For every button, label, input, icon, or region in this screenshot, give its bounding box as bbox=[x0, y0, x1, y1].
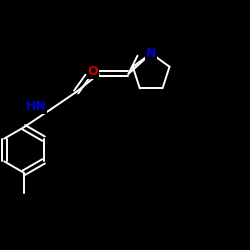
Text: N: N bbox=[146, 47, 156, 60]
Text: HN: HN bbox=[26, 100, 46, 113]
Text: O: O bbox=[88, 65, 99, 78]
